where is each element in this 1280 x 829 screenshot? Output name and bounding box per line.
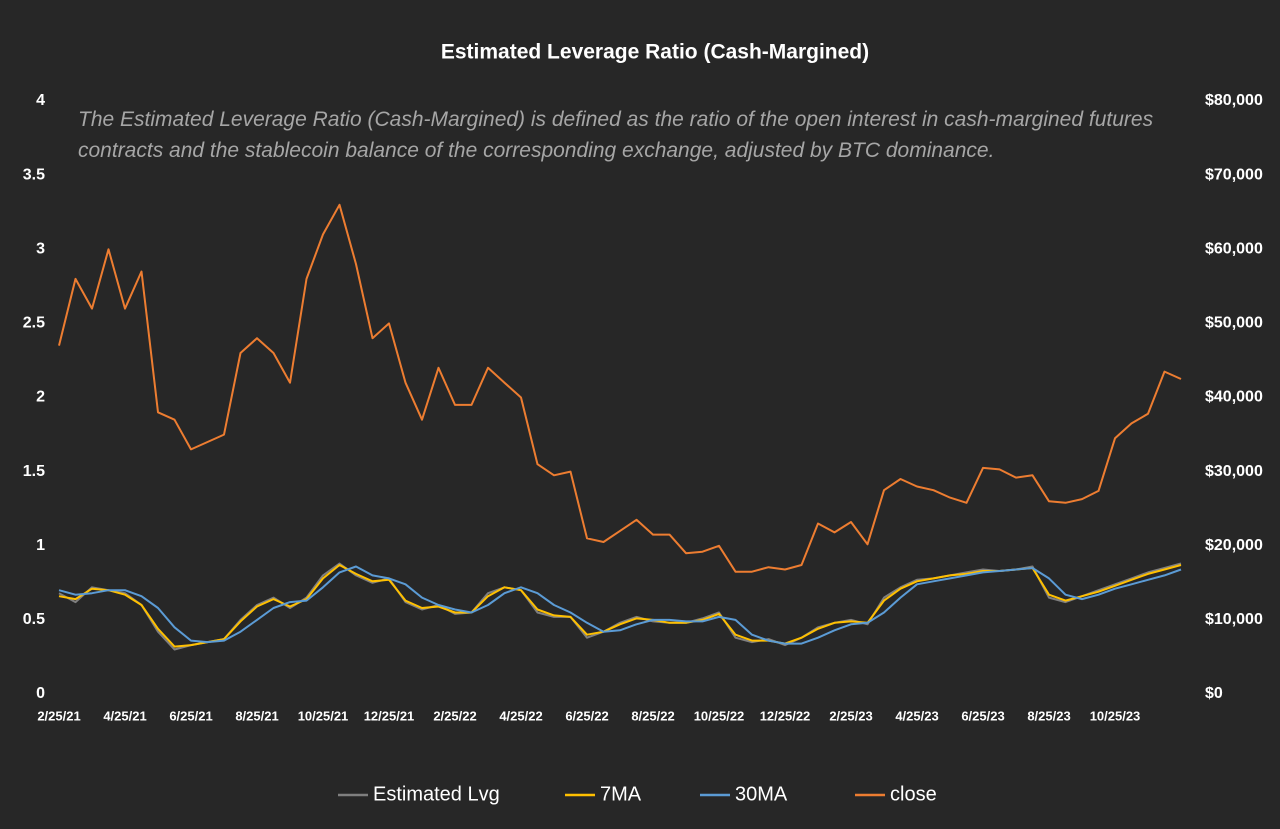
y-tick-label: 2 [36, 389, 45, 406]
x-tick-label: 10/25/22 [694, 708, 745, 723]
legend-label: 7MA [600, 783, 642, 805]
x-tick-label: 4/25/23 [895, 708, 938, 723]
x-tick-label: 2/25/22 [433, 708, 476, 723]
x-tick-label: 6/25/21 [169, 708, 212, 723]
x-tick-label: 6/25/23 [961, 708, 1004, 723]
y-tick-label: 0.5 [23, 611, 45, 628]
series-line [58, 203, 1182, 573]
x-tick-label: 8/25/22 [631, 708, 674, 723]
y2-tick-label: $0 [1205, 685, 1223, 702]
x-tick-label: 4/25/22 [499, 708, 542, 723]
chart-title: Estimated Leverage Ratio (Cash-Margined) [441, 41, 869, 64]
y2-tick-label: $30,000 [1205, 463, 1263, 480]
y2-tick-label: $70,000 [1205, 166, 1263, 183]
annotation: The Estimated Leverage Ratio (Cash-Margi… [78, 108, 1154, 162]
legend-label: close [890, 783, 937, 805]
legend-label: 30MA [735, 783, 788, 805]
y2-tick-label: $50,000 [1205, 315, 1263, 332]
x-tick-label: 10/25/23 [1090, 708, 1141, 723]
y2-tick-label: $80,000 [1205, 92, 1263, 109]
x-tick-label: 4/25/21 [103, 708, 146, 723]
series-line [58, 564, 1182, 648]
y2-tick-label: $60,000 [1205, 240, 1263, 257]
legend-label: Estimated Lvg [373, 783, 500, 805]
y2-tick-label: $40,000 [1205, 389, 1263, 406]
y2-tick-label: $10,000 [1205, 611, 1263, 628]
x-tick-label: 12/25/21 [364, 708, 415, 723]
series-line [58, 565, 1182, 645]
y-tick-label: 0 [36, 685, 45, 702]
x-tick-label: 2/25/23 [829, 708, 872, 723]
x-tick-label: 2/25/21 [37, 708, 80, 723]
y2-tick-label: $20,000 [1205, 537, 1263, 554]
y-tick-label: 4 [36, 92, 45, 109]
x-tick-label: 12/25/22 [760, 708, 811, 723]
y-tick-label: 1 [36, 537, 45, 554]
x-tick-label: 6/25/22 [565, 708, 608, 723]
x-tick-label: 10/25/21 [298, 708, 349, 723]
x-tick-label: 8/25/21 [235, 708, 278, 723]
x-tick-label: 8/25/23 [1027, 708, 1070, 723]
y-tick-label: 3.5 [23, 166, 45, 183]
y-tick-label: 1.5 [23, 463, 45, 480]
y-tick-label: 2.5 [23, 315, 45, 332]
y-tick-label: 3 [36, 240, 45, 257]
